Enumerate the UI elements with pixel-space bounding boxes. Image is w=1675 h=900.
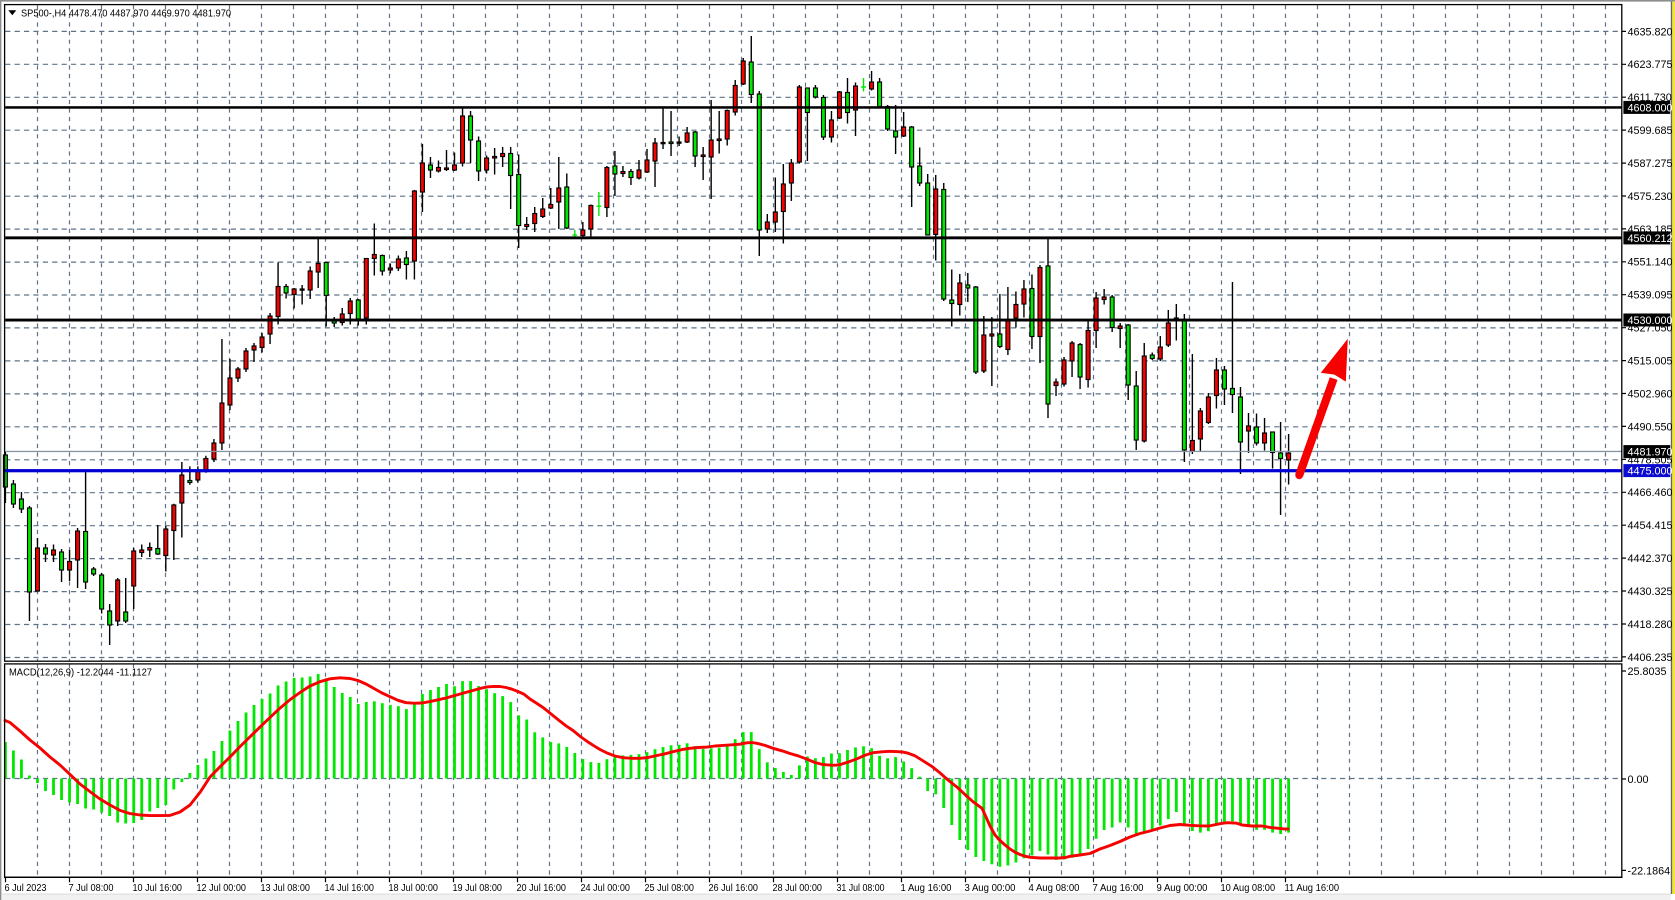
svg-text:14 Jul 16:00: 14 Jul 16:00 (325, 883, 375, 894)
svg-text:4623.775: 4623.775 (1628, 59, 1673, 71)
svg-text:11 Aug 16:00: 11 Aug 16:00 (1285, 883, 1340, 894)
svg-text:4406.235: 4406.235 (1628, 652, 1673, 664)
svg-text:4635.820: 4635.820 (1628, 26, 1673, 38)
svg-text:4442.370: 4442.370 (1628, 553, 1673, 565)
svg-text:4575.230: 4575.230 (1628, 191, 1673, 203)
svg-text:12 Jul 00:00: 12 Jul 00:00 (197, 883, 247, 894)
svg-text:4475.000: 4475.000 (1628, 466, 1673, 478)
svg-text:4481.970: 4481.970 (1628, 447, 1673, 459)
svg-text:25 Jul 08:00: 25 Jul 08:00 (645, 883, 695, 894)
svg-text:4418.280: 4418.280 (1628, 619, 1673, 631)
svg-text:10 Aug 08:00: 10 Aug 08:00 (1221, 883, 1276, 894)
svg-text:4454.415: 4454.415 (1628, 520, 1673, 532)
svg-text:24 Jul 00:00: 24 Jul 00:00 (581, 883, 631, 894)
svg-text:28 Jul 00:00: 28 Jul 00:00 (773, 883, 823, 894)
svg-text:4551.140: 4551.140 (1628, 257, 1673, 269)
svg-text:10 Jul 16:00: 10 Jul 16:00 (133, 883, 183, 894)
svg-text:4539.095: 4539.095 (1628, 290, 1673, 302)
svg-text:1 Aug 16:00: 1 Aug 16:00 (901, 883, 952, 894)
svg-text:0.00: 0.00 (1628, 774, 1649, 786)
svg-text:4560.212: 4560.212 (1628, 233, 1673, 245)
svg-text:4599.685: 4599.685 (1628, 125, 1673, 137)
svg-text:13 Jul 08:00: 13 Jul 08:00 (261, 883, 311, 894)
svg-text:4466.460: 4466.460 (1628, 487, 1673, 499)
svg-text:9 Aug 00:00: 9 Aug 00:00 (1157, 883, 1208, 894)
svg-text:4515.005: 4515.005 (1628, 356, 1673, 368)
svg-text:4 Aug 08:00: 4 Aug 08:00 (1029, 883, 1080, 894)
svg-text:18 Jul 00:00: 18 Jul 00:00 (389, 883, 439, 894)
svg-text:4530.000: 4530.000 (1628, 315, 1673, 327)
svg-text:4490.550: 4490.550 (1628, 421, 1673, 433)
svg-text:SP500-,H4 4478.470 4487.970 44: SP500-,H4 4478.470 4487.970 4469.970 448… (21, 8, 231, 19)
svg-text:3 Aug 00:00: 3 Aug 00:00 (965, 883, 1016, 894)
svg-text:-22.1864: -22.1864 (1628, 865, 1671, 877)
svg-text:25.8035: 25.8035 (1628, 666, 1667, 678)
svg-text:4608.000: 4608.000 (1628, 102, 1673, 114)
svg-text:26 Jul 16:00: 26 Jul 16:00 (709, 883, 759, 894)
svg-text:MACD(12,26,9) -12.2044 -11.112: MACD(12,26,9) -12.2044 -11.1127 (9, 667, 152, 678)
svg-text:7 Jul 08:00: 7 Jul 08:00 (69, 883, 114, 894)
svg-text:19 Jul 08:00: 19 Jul 08:00 (453, 883, 503, 894)
svg-text:4587.275: 4587.275 (1628, 158, 1673, 170)
svg-text:7 Aug 16:00: 7 Aug 16:00 (1093, 883, 1144, 894)
svg-text:6 Jul 2023: 6 Jul 2023 (5, 883, 47, 894)
svg-text:31 Jul 08:00: 31 Jul 08:00 (837, 883, 885, 894)
svg-text:4502.960: 4502.960 (1628, 388, 1673, 400)
svg-text:4430.325: 4430.325 (1628, 586, 1673, 598)
svg-text:20 Jul 16:00: 20 Jul 16:00 (517, 883, 567, 894)
